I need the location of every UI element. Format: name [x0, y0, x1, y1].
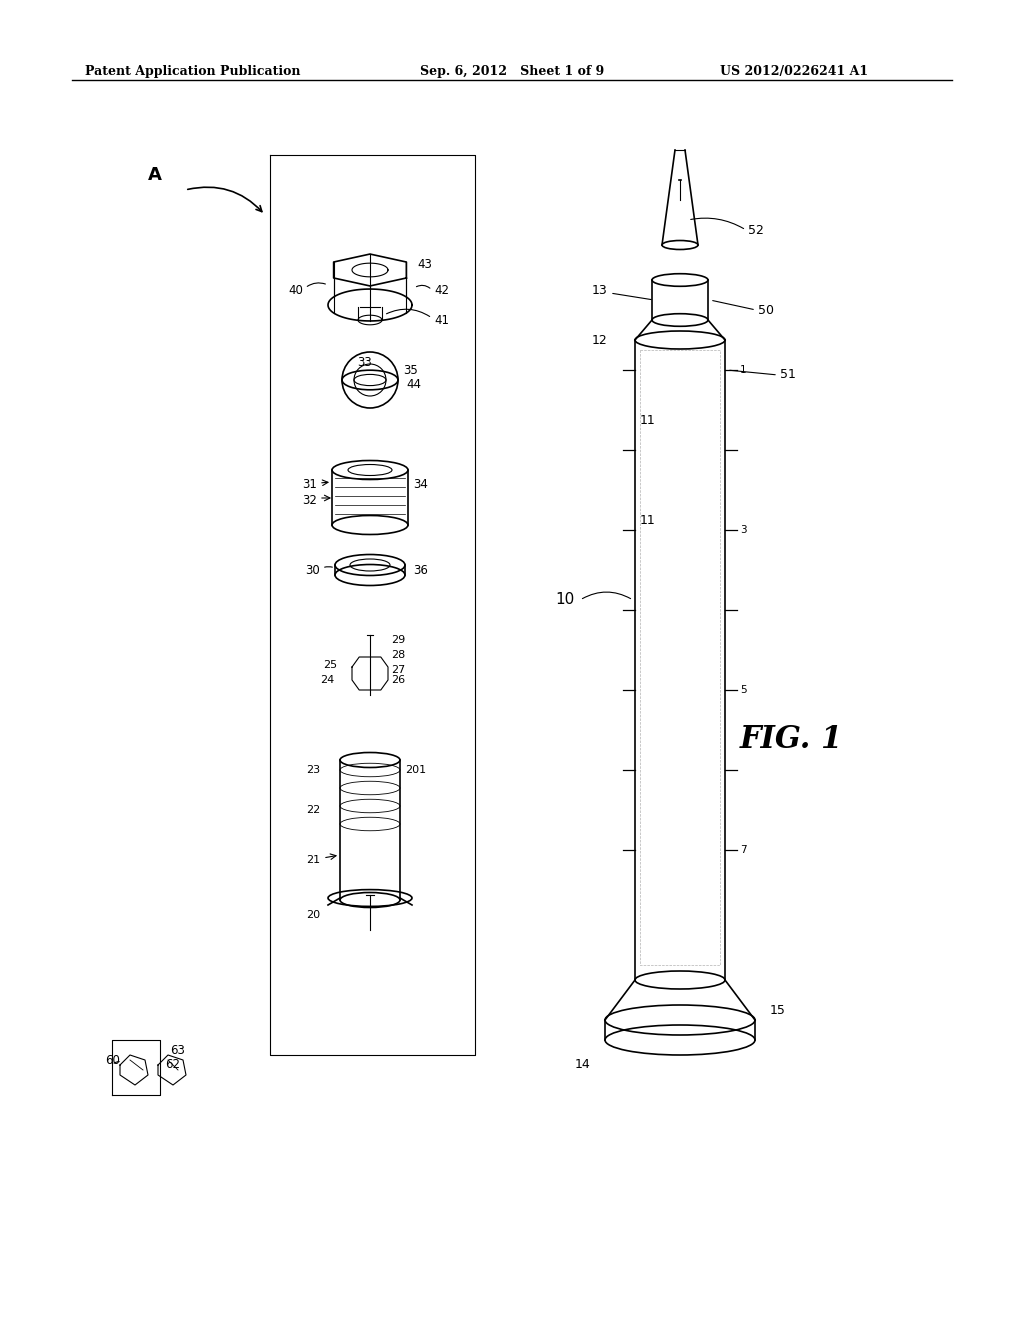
Text: FIG. 1: FIG. 1 — [740, 725, 843, 755]
Text: A: A — [148, 166, 162, 183]
Text: 10: 10 — [556, 593, 575, 607]
Text: 23: 23 — [306, 766, 319, 775]
Text: 21: 21 — [306, 855, 319, 865]
Text: 3: 3 — [740, 525, 746, 535]
Text: 27: 27 — [391, 665, 406, 675]
Text: 32: 32 — [302, 494, 317, 507]
Text: 20: 20 — [306, 909, 319, 920]
Text: 33: 33 — [357, 355, 373, 368]
Text: 41: 41 — [434, 314, 449, 326]
Text: 13: 13 — [591, 284, 607, 297]
Text: 35: 35 — [403, 363, 418, 376]
Text: US 2012/0226241 A1: US 2012/0226241 A1 — [720, 65, 868, 78]
Text: 50: 50 — [758, 304, 774, 317]
Text: 63: 63 — [170, 1044, 185, 1056]
Text: 30: 30 — [305, 564, 319, 577]
Text: 15: 15 — [770, 1003, 785, 1016]
Text: 44: 44 — [406, 379, 421, 392]
Text: 12: 12 — [591, 334, 607, 346]
Text: 26: 26 — [391, 675, 406, 685]
Text: 11: 11 — [640, 513, 655, 527]
Text: 36: 36 — [413, 564, 428, 577]
Text: 42: 42 — [434, 284, 449, 297]
Text: 31: 31 — [302, 479, 317, 491]
Text: 40: 40 — [288, 284, 303, 297]
Text: Sep. 6, 2012   Sheet 1 of 9: Sep. 6, 2012 Sheet 1 of 9 — [420, 65, 604, 78]
Text: 11: 11 — [640, 413, 655, 426]
Text: Patent Application Publication: Patent Application Publication — [85, 65, 300, 78]
Text: 43: 43 — [417, 259, 432, 272]
Text: 5: 5 — [740, 685, 746, 696]
Text: 51: 51 — [780, 368, 796, 381]
Text: 24: 24 — [319, 675, 334, 685]
Text: 60: 60 — [105, 1053, 120, 1067]
Text: 34: 34 — [413, 479, 428, 491]
Text: 62: 62 — [165, 1059, 180, 1072]
Text: 29: 29 — [391, 635, 406, 645]
Text: 7: 7 — [740, 845, 746, 855]
Text: 14: 14 — [574, 1059, 590, 1072]
Text: 25: 25 — [323, 660, 337, 671]
Text: 201: 201 — [406, 766, 426, 775]
Text: 52: 52 — [748, 223, 764, 236]
Text: 22: 22 — [306, 805, 319, 814]
Text: 1: 1 — [740, 366, 746, 375]
Text: 28: 28 — [391, 649, 406, 660]
